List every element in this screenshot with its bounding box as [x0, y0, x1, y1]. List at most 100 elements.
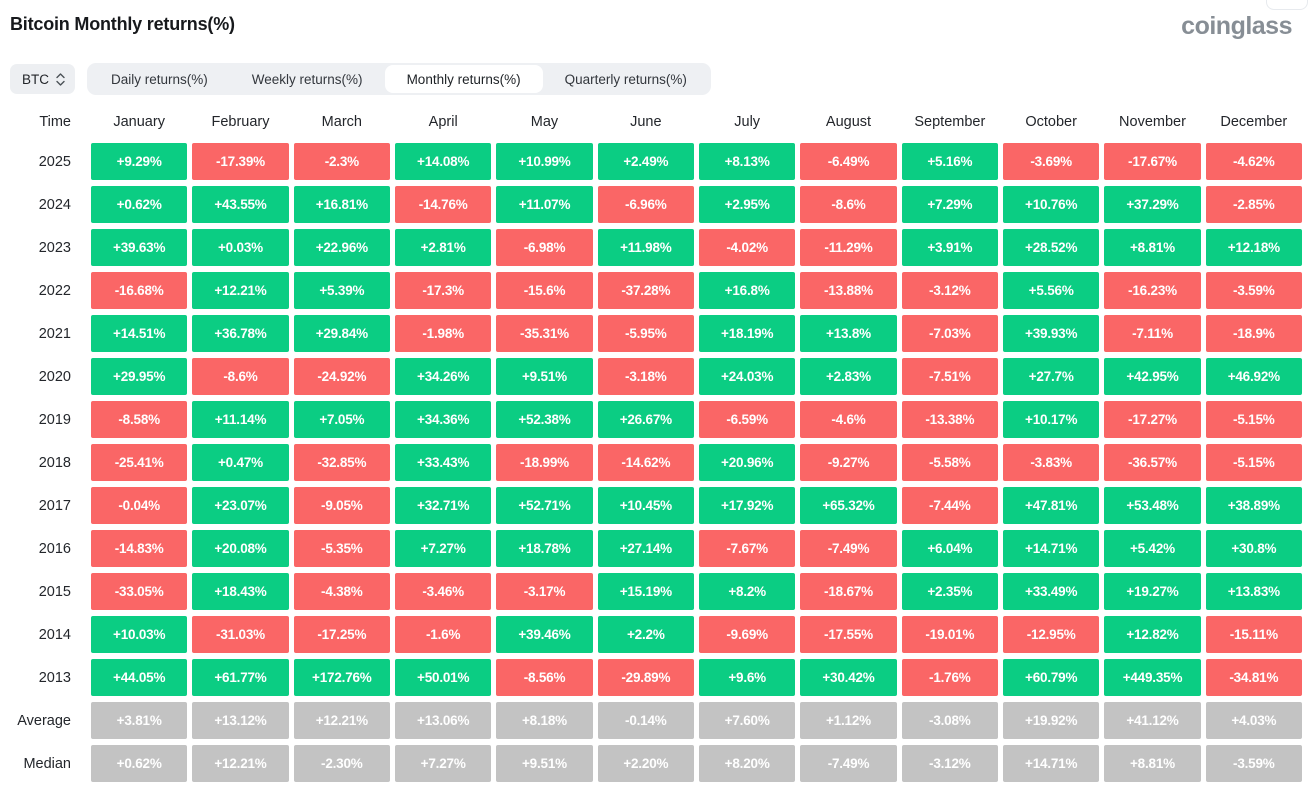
tab-monthly-returns[interactable]: Monthly returns(%)	[384, 65, 543, 93]
return-cell: +29.95%	[91, 358, 188, 395]
return-cell: -34.81%	[1205, 659, 1302, 696]
return-cell: +19.92%	[1003, 702, 1100, 739]
return-cell: +13.83%	[1205, 573, 1302, 610]
return-cell: +33.49%	[1003, 573, 1100, 610]
return-cell: +5.39%	[293, 272, 390, 309]
coin-selector-value: BTC	[22, 71, 49, 87]
return-cell: -6.96%	[597, 186, 694, 223]
return-cell: +39.63%	[91, 229, 188, 266]
return-cell: -3.46%	[395, 573, 492, 610]
row-label: 2013	[38, 669, 71, 686]
column-header: December	[1220, 114, 1288, 130]
return-cell: +8.81%	[1104, 745, 1201, 782]
return-cell: +5.16%	[901, 143, 998, 180]
return-cell: +13.06%	[395, 702, 492, 739]
return-cell: -1.6%	[395, 616, 492, 653]
tab-daily-returns[interactable]: Daily returns(%)	[89, 65, 230, 93]
return-cell: -3.17%	[496, 573, 593, 610]
return-cell: +12.82%	[1104, 616, 1201, 653]
return-cell: +0.62%	[91, 186, 188, 223]
return-cell: +16.81%	[293, 186, 390, 223]
column-header: April	[428, 114, 458, 130]
return-cell: +172.76%	[293, 659, 390, 696]
return-cell: +22.96%	[293, 229, 390, 266]
return-cell: -5.15%	[1205, 444, 1302, 481]
return-cell: +37.29%	[1104, 186, 1201, 223]
return-cell: +1.12%	[800, 702, 897, 739]
return-cell: -17.55%	[800, 616, 897, 653]
return-cell: +50.01%	[395, 659, 492, 696]
return-cell: +6.04%	[901, 530, 998, 567]
return-cell: -7.49%	[800, 530, 897, 567]
column-header: May	[530, 114, 559, 130]
return-cell: +5.42%	[1104, 530, 1201, 567]
return-cell: +16.8%	[699, 272, 796, 309]
return-cell: +3.91%	[901, 229, 998, 266]
return-cell: -8.58%	[91, 401, 188, 438]
return-cell: +13.8%	[800, 315, 897, 352]
return-cell: -35.31%	[496, 315, 593, 352]
row-label: 2016	[38, 540, 71, 557]
tab-quarterly-returns[interactable]: Quarterly returns(%)	[543, 65, 709, 93]
return-cell: +10.76%	[1003, 186, 1100, 223]
return-cell: +27.14%	[597, 530, 694, 567]
return-cell: +30.8%	[1205, 530, 1302, 567]
return-cell: -24.92%	[293, 358, 390, 395]
return-cell: +42.95%	[1104, 358, 1201, 395]
tab-weekly-returns[interactable]: Weekly returns(%)	[230, 65, 385, 93]
return-cell: -33.05%	[91, 573, 188, 610]
return-cell: -37.28%	[597, 272, 694, 309]
return-cell: -29.89%	[597, 659, 694, 696]
return-cell: -4.62%	[1205, 143, 1302, 180]
cropped-corner-button[interactable]	[1266, 0, 1308, 10]
row-label: 2018	[38, 454, 71, 471]
page-title: Bitcoin Monthly returns(%)	[10, 14, 235, 34]
coin-selector[interactable]: BTC	[10, 64, 75, 94]
select-chevrons-icon	[56, 72, 65, 86]
return-cell: -7.67%	[699, 530, 796, 567]
return-cell: +14.08%	[395, 143, 492, 180]
return-cell: +28.52%	[1003, 229, 1100, 266]
return-cell: +52.71%	[496, 487, 593, 524]
return-cell: -14.76%	[395, 186, 492, 223]
return-cell: -25.41%	[91, 444, 188, 481]
return-cell: +11.98%	[597, 229, 694, 266]
return-cell: -6.98%	[496, 229, 593, 266]
return-cell: -8.6%	[800, 186, 897, 223]
return-cell: +14.51%	[91, 315, 188, 352]
return-cell: -32.85%	[293, 444, 390, 481]
topbar: Bitcoin Monthly returns(%) coinglass	[10, 12, 1302, 39]
return-cell: +2.2%	[597, 616, 694, 653]
return-cell: +20.08%	[192, 530, 289, 567]
monthly-returns-heatmap: Time January February March April May June July…	[10, 111, 1302, 782]
return-cell: +12.21%	[192, 745, 289, 782]
return-cell: +18.78%	[496, 530, 593, 567]
return-cell: -3.59%	[1205, 272, 1302, 309]
return-cell: +11.07%	[496, 186, 593, 223]
return-cell: +18.43%	[192, 573, 289, 610]
return-cell: +12.21%	[192, 272, 289, 309]
return-cell: +12.18%	[1205, 229, 1302, 266]
return-cell: +9.51%	[496, 745, 593, 782]
return-cell: -14.83%	[91, 530, 188, 567]
return-cell: +8.20%	[699, 745, 796, 782]
return-cell: -18.9%	[1205, 315, 1302, 352]
column-header: January	[113, 114, 165, 130]
return-cell: -2.85%	[1205, 186, 1302, 223]
return-cell: +39.46%	[496, 616, 593, 653]
return-cell: -9.27%	[800, 444, 897, 481]
return-cell: +36.78%	[192, 315, 289, 352]
return-cell: -9.69%	[699, 616, 796, 653]
return-cell: +15.19%	[597, 573, 694, 610]
row-label: 2021	[38, 325, 71, 342]
return-cell: +32.71%	[395, 487, 492, 524]
return-cell: +41.12%	[1104, 702, 1201, 739]
return-cell: -3.12%	[901, 272, 998, 309]
return-cell: -13.88%	[800, 272, 897, 309]
return-cell: -2.30%	[293, 745, 390, 782]
return-cell: -16.68%	[91, 272, 188, 309]
coinglass-logo: coinglass	[1181, 12, 1292, 40]
return-cell: -7.44%	[901, 487, 998, 524]
return-cell: +8.18%	[496, 702, 593, 739]
return-cell: +30.42%	[800, 659, 897, 696]
